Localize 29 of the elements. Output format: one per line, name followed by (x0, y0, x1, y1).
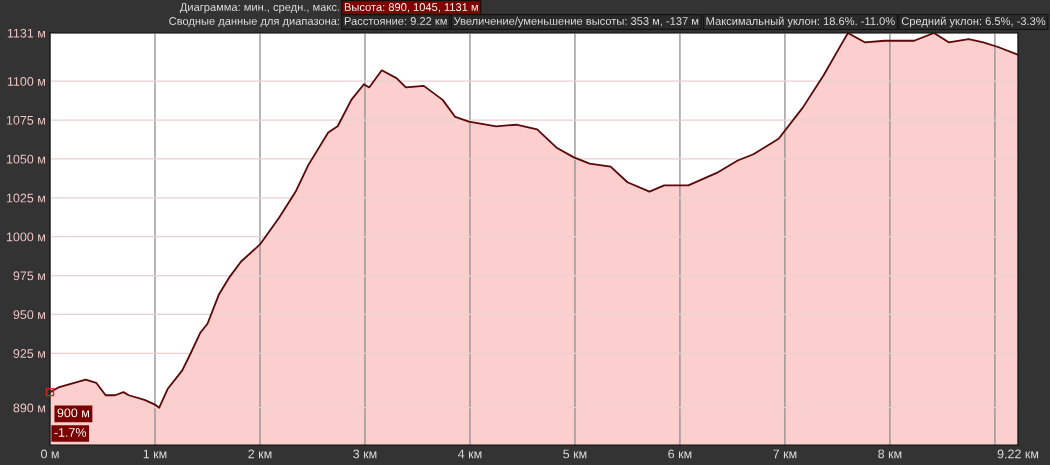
x-tick-label: 2 км (248, 449, 272, 459)
y-tick-label: 1131 м (7, 28, 45, 38)
y-tick-label: 925 м (13, 349, 45, 358)
text: Расстояние: 9.22 км (344, 17, 447, 25)
x-tick-label: 9.22 км (997, 449, 1039, 459)
text: Диаграмма: мин., средн., макс. (179, 3, 339, 14)
y-tick-label: 975 м (13, 271, 45, 281)
x-tick-label: 8 км (878, 449, 902, 459)
y-tick-label: 1050 м (6, 154, 45, 164)
y-tick-label: 1075 м (6, 115, 45, 125)
x-tick-label: 0 м (40, 449, 59, 459)
x-tick-label: 3 км (353, 449, 377, 459)
text: Максимальный уклон: 18.6%. -11.0% (706, 16, 895, 28)
text: Высота: 890, 1045, 1131 м (344, 3, 478, 13)
y-tick-label: 1100 м (7, 77, 45, 86)
x-tick-label: 6 км (668, 449, 692, 459)
annotation: -1.7% (54, 428, 87, 437)
annotation: 900 м (57, 408, 90, 418)
y-tick-label: 950 м (13, 310, 45, 320)
text: Сводные данные для диапазона: (169, 17, 339, 28)
x-tick-label: 7 км (773, 449, 797, 459)
text: Средний уклон: 6.5%, -3.3% (901, 16, 1046, 28)
y-tick-label: 890 м (13, 403, 45, 413)
x-tick-label: 5 км (563, 449, 587, 459)
y-tick-label: 1025 м (6, 193, 45, 203)
text: Увеличение/уменьшение высоты: 353 м, -137 м (453, 16, 699, 28)
x-tick-label: 1 км (143, 449, 167, 459)
y-tick-label: 1000 м (6, 232, 45, 242)
x-tick-label: 4 км (458, 449, 482, 459)
